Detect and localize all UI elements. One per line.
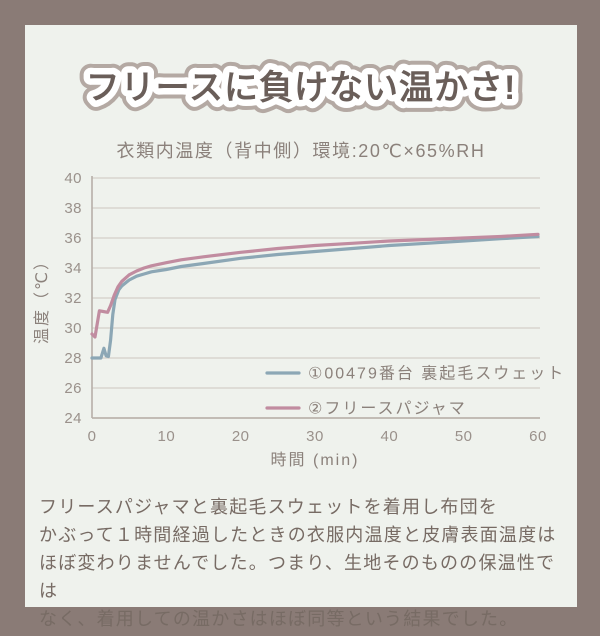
x-tick-label: 10 (157, 428, 175, 445)
chart-subtitle: 衣類内温度（背中側）環境:20℃×65%RH (116, 141, 486, 161)
series-line-2 (90, 232, 540, 339)
caption-line: かぶって１時間経過したときの衣服内温度と皮膚表面温度は (39, 525, 557, 545)
y-tick-label: 26 (64, 380, 82, 397)
title-bubble: フリースに負けない温かさ! フリースに負けない温かさ! フリースに負けない温かさ… (75, 59, 526, 118)
x-tick-label: 60 (529, 428, 547, 445)
result-caption: フリースパジャマと裏起毛スウェットを着用し布団をかぶって１時間経過したときの衣服… (39, 493, 571, 633)
caption-line: フリースパジャマと裏起毛スウェットを着用し布団を (39, 497, 498, 517)
title-white-layer: フリースに負けない温かさ! (86, 69, 517, 107)
caption-line: ほぼ変わりませんでした。つまり、生地そのものの保温性では (39, 553, 556, 601)
page-title: フリースに負けない温かさ! (86, 69, 517, 107)
x-tick-label: 20 (232, 428, 250, 445)
series-line-1 (90, 234, 540, 360)
x-tick-label: 40 (380, 428, 398, 445)
caption-line: なく、着用しての温かさはほぼ同等という結果でした。 (39, 609, 519, 629)
legend-label-2: ②フリースパジャマ (308, 401, 467, 418)
y-tick-label: 40 (64, 170, 82, 187)
content-card: フリースに負けない温かさ! フリースに負けない温かさ! フリースに負けない温かさ… (25, 25, 577, 629)
y-tick-label: 28 (64, 350, 82, 367)
temperature-line-chart: 24 26 28 30 32 34 36 38 40 0 10 20 30 40 50 60 時間 (min) 温… (33, 170, 565, 469)
y-tick-label: 30 (64, 320, 82, 337)
x-tick-label: 50 (455, 428, 473, 445)
y-tick-label: 32 (64, 290, 82, 307)
y-axis-title: 温度（℃） (33, 252, 51, 344)
x-tick-label: 0 (88, 428, 97, 445)
legend-label-1: ①00479番台 裏起毛スウェット (308, 364, 565, 383)
x-axis-title: 時間 (min) (271, 451, 360, 469)
y-tick-label: 34 (64, 260, 82, 277)
y-tick-label: 24 (64, 410, 82, 427)
y-tick-label: 36 (64, 230, 82, 247)
x-tick-label: 30 (306, 428, 324, 445)
y-tick-label: 38 (64, 200, 82, 217)
